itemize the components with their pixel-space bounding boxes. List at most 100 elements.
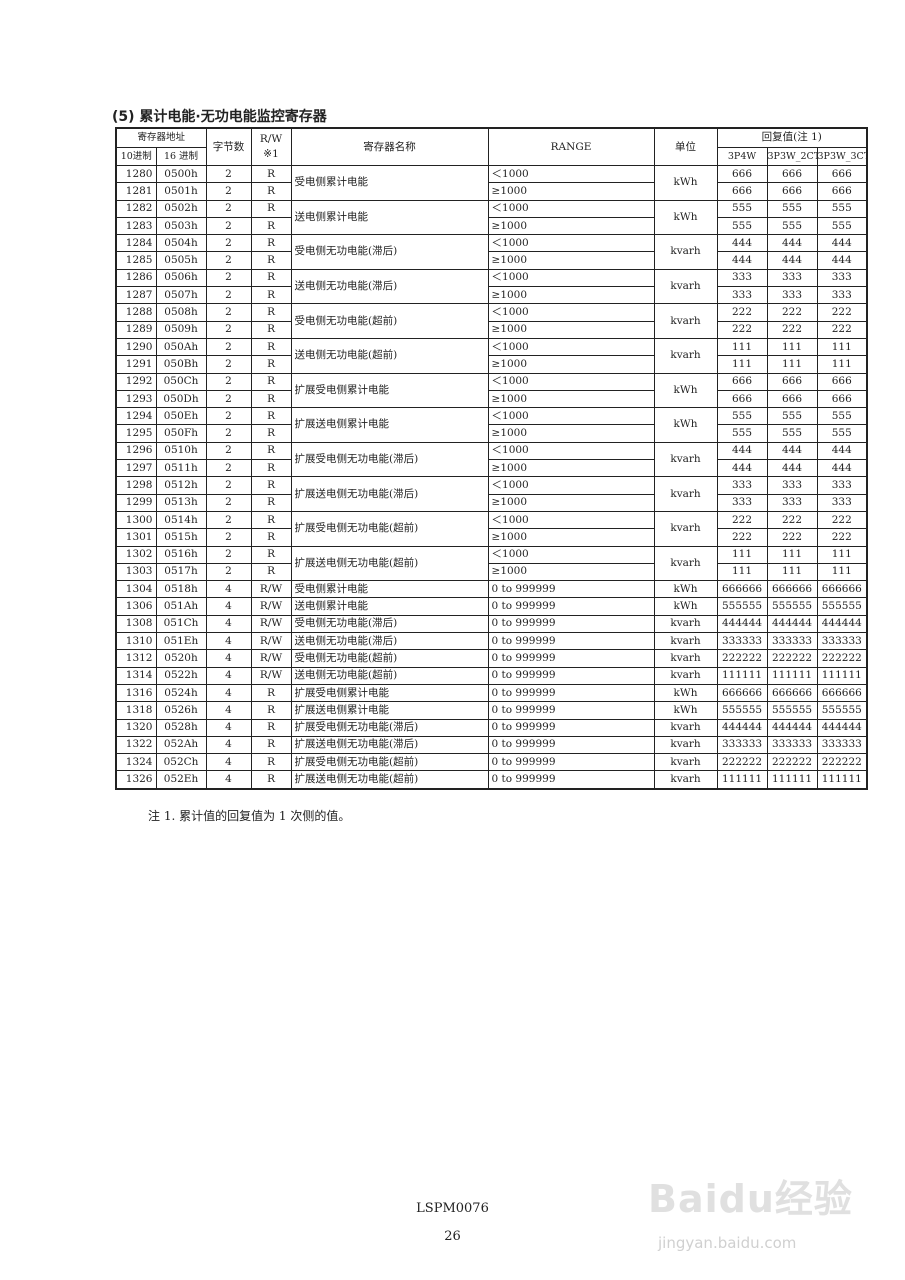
cell-range: ≥1000: [487, 459, 655, 478]
cell-value: 222: [716, 320, 768, 339]
document-code: LSPM0076: [416, 1201, 489, 1216]
cell-dec: 1288: [115, 303, 157, 322]
table-row: 1310 051Eh 4 R/W 送电侧无功电能(滞后) 0 to 999999 kvarh…: [115, 632, 868, 651]
table-row: 1318 0526h 4 R 扩展送电侧累计电能 0 to 999999 kWh 555555…: [115, 701, 868, 720]
cell-bytes: 2: [205, 182, 252, 201]
cell-value: 444444: [816, 614, 868, 634]
cell-rw: R: [250, 337, 292, 357]
cell-bytes: 2: [205, 562, 252, 582]
cell-range: ＜1000: [487, 164, 655, 184]
cell-range: ≥1000: [487, 251, 655, 270]
table-row: 1293 050Dh 2 R ≥1000 666 666 666: [115, 389, 868, 409]
cell-name: 送电侧无功电能(滞后): [290, 632, 489, 651]
cell-hex: 051Ah: [155, 597, 207, 616]
cell-dec: 1293: [115, 389, 157, 409]
cell-hex: 0500h: [155, 164, 207, 184]
cell-value: 666: [766, 164, 818, 184]
cell-value: 111: [716, 337, 768, 357]
cell-value: 333: [816, 268, 868, 288]
cell-hex: 0528h: [155, 718, 207, 737]
cell-dec: 1312: [115, 649, 157, 668]
cell-dec: 1289: [115, 320, 157, 339]
cell-unit: kvarh: [653, 649, 718, 668]
table-row: 1291 050Bh 2 R ≥1000 111 111 111: [115, 355, 868, 374]
cell-value: 444: [716, 251, 768, 270]
cell-value: 444: [716, 234, 768, 253]
table-row: 1299 0513h 2 R ≥1000 333 333 333: [115, 493, 868, 512]
table-row: 1292 050Ch 2 R 扩展受电侧累计电能 ＜1000 kWh 666 666 666: [115, 372, 868, 409]
cell-dec: 1320: [115, 718, 157, 737]
cell-hex: 0516h: [155, 545, 207, 564]
cell-dec: 1296: [115, 441, 157, 461]
cell-range: 0 to 999999: [487, 735, 655, 755]
cell-range: ＜1000: [487, 199, 655, 218]
cell-range: ≥1000: [487, 355, 655, 374]
table-row: 1300 0514h 2 R 扩展受电侧无功电能(超前) ＜1000 kvarh 222 222…: [115, 510, 868, 547]
cell-range: 0 to 999999: [487, 683, 655, 703]
cell-value: 444: [816, 251, 868, 270]
cell-hex: 0524h: [155, 683, 207, 703]
cell-name: 送电侧无功电能(超前): [290, 666, 489, 685]
cell-name: 送电侧无功电能(超前): [290, 337, 489, 374]
cell-range: 0 to 999999: [487, 718, 655, 737]
cell-unit: kWh: [653, 407, 718, 443]
cell-value: 333: [766, 268, 818, 288]
cell-bytes: 4: [205, 666, 252, 685]
table-row: 1304 0518h 4 R/W 受电侧累计电能 0 to 999999 kWh 666666…: [115, 580, 868, 599]
cell-dec: 1295: [115, 424, 157, 443]
cell-range: ＜1000: [487, 441, 655, 461]
cell-bytes: 2: [205, 355, 252, 374]
cell-bytes: 2: [205, 389, 252, 409]
cell-value: 333: [816, 493, 868, 512]
cell-value: 555: [816, 199, 868, 218]
cell-value: 222: [716, 510, 768, 530]
cell-hex: 0508h: [155, 303, 207, 322]
cell-dec: 1302: [115, 545, 157, 564]
table-row: 1326 052Eh 4 R 扩展送电侧无功电能(超前) 0 to 999999 kvarh…: [115, 770, 868, 790]
cell-bytes: 4: [205, 614, 252, 634]
cell-dec: 1281: [115, 182, 157, 201]
cell-bytes: 2: [205, 199, 252, 218]
cell-range: 0 to 999999: [487, 770, 655, 790]
cell-value: 444444: [716, 718, 768, 737]
cell-range: ＜1000: [487, 337, 655, 357]
cell-rw: R: [250, 407, 292, 426]
cell-rw: R: [250, 199, 292, 218]
cell-rw: R: [250, 735, 292, 755]
cell-value: 333333: [766, 735, 818, 755]
cell-range: 0 to 999999: [487, 614, 655, 634]
cell-range: 0 to 999999: [487, 632, 655, 651]
watermark-url: jingyan.baidu.com: [658, 1234, 797, 1252]
cell-unit: kvarh: [653, 753, 718, 772]
cell-unit: kvarh: [653, 770, 718, 790]
cell-value: 333333: [716, 632, 768, 651]
cell-rw: R: [250, 216, 292, 236]
cell-value: 222222: [716, 753, 768, 772]
cell-unit: kvarh: [653, 735, 718, 755]
cell-rw: R/W: [250, 649, 292, 668]
header-address: 寄存器地址: [115, 127, 207, 148]
cell-hex: 0517h: [155, 562, 207, 582]
cell-rw: R: [250, 562, 292, 582]
cell-value: 111: [816, 545, 868, 564]
cell-name: 扩展受电侧无功电能(超前): [290, 510, 489, 547]
cell-value: 111: [816, 562, 868, 582]
table-row: 1298 0512h 2 R 扩展送电侧无功电能(滞后) ＜1000 kvarh 333 333…: [115, 476, 868, 512]
cell-name: 扩展送电侧累计电能: [290, 407, 489, 443]
cell-value: 555: [716, 407, 768, 426]
cell-value: 333333: [816, 735, 868, 755]
cell-unit: kvarh: [653, 666, 718, 685]
cell-range: 0 to 999999: [487, 649, 655, 668]
cell-hex: 0515h: [155, 528, 207, 547]
cell-dec: 1294: [115, 407, 157, 426]
cell-bytes: 2: [205, 216, 252, 236]
cell-dec: 1308: [115, 614, 157, 634]
cell-value: 222: [816, 303, 868, 322]
table-row: 1297 0511h 2 R ≥1000 444 444 444: [115, 459, 868, 478]
cell-hex: 050Dh: [155, 389, 207, 409]
cell-unit: kvarh: [653, 337, 718, 374]
cell-rw: R: [250, 424, 292, 443]
cell-value: 555555: [716, 597, 768, 616]
cell-dec: 1285: [115, 251, 157, 270]
cell-value: 666: [716, 182, 768, 201]
